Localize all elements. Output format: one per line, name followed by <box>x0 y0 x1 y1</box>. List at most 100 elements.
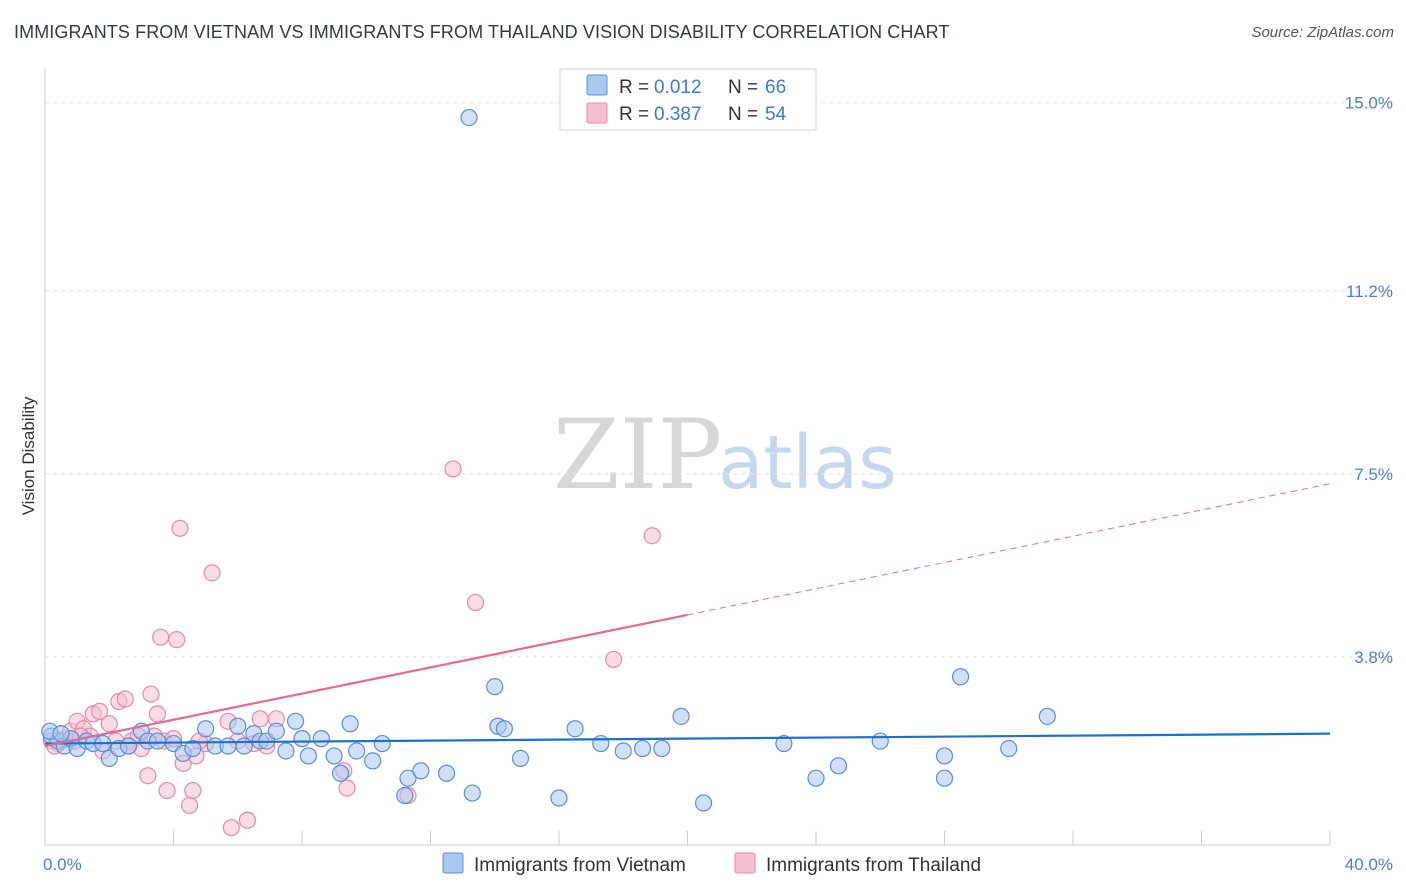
point-thailand <box>180 796 199 815</box>
point-thailand <box>444 460 462 478</box>
point-vietnam <box>495 720 513 738</box>
trend-lines <box>44 483 1331 748</box>
y-tick-label: 7.5% <box>1354 465 1393 484</box>
legend-swatch-thailand <box>586 102 608 124</box>
point-vietnam <box>566 720 584 738</box>
point-vietnam <box>219 737 237 755</box>
point-vietnam <box>614 742 632 760</box>
point-vietnam <box>197 720 215 738</box>
y-axis-label: Vision Disability <box>19 396 38 515</box>
point-vietnam <box>396 786 414 805</box>
trend-line-thailand-solid <box>44 613 688 748</box>
point-vietnam <box>633 739 652 758</box>
legend-n-label-vietnam: N = <box>728 77 758 98</box>
source-label: Source: ZipAtlas.com <box>1251 24 1394 41</box>
point-vietnam <box>184 739 202 758</box>
point-thailand <box>238 811 256 829</box>
point-vietnam <box>807 769 825 787</box>
bottom-legend-swatch-vietnam <box>442 852 464 874</box>
point-vietnam <box>653 739 671 758</box>
point-thailand <box>184 781 202 800</box>
point-thailand <box>91 702 109 720</box>
point-thailand <box>203 564 221 582</box>
point-vietnam <box>694 794 713 812</box>
legend-r-label-thailand: R = <box>619 104 649 125</box>
point-thailand <box>222 819 240 837</box>
y-tick-label: 15.0% <box>1345 94 1393 113</box>
point-thailand <box>142 685 160 703</box>
point-vietnam <box>229 717 247 735</box>
point-thailand <box>605 650 623 669</box>
point-vietnam <box>486 678 504 696</box>
point-thailand <box>643 527 661 545</box>
top-legend: R = 0.012 N = 66 R = 0.387 N = 54 <box>559 68 817 131</box>
point-vietnam <box>364 752 382 770</box>
point-vietnam <box>951 668 970 686</box>
point-vietnam <box>511 749 530 768</box>
point-thailand <box>466 593 485 612</box>
point-vietnam <box>550 789 568 807</box>
legend-r-value-vietnam: 0.012 <box>654 77 702 98</box>
point-vietnam <box>331 764 350 782</box>
point-vietnam <box>463 784 481 802</box>
point-thailand <box>100 715 118 733</box>
point-vietnam <box>267 722 285 740</box>
bottom-legend-swatch-thailand <box>734 852 756 874</box>
point-thailand <box>168 631 186 649</box>
point-vietnam <box>672 707 690 725</box>
bottom-legend-label-vietnam: Immigrants from Vietnam <box>474 855 686 876</box>
point-vietnam <box>1038 707 1056 725</box>
y-tick-label: 3.8% <box>1354 648 1393 667</box>
point-thailand <box>116 690 134 708</box>
point-thailand <box>251 710 269 728</box>
data-points <box>41 108 1056 837</box>
point-thailand <box>158 781 176 800</box>
point-vietnam <box>437 764 456 782</box>
x-tick-label-min: 0.0% <box>43 855 82 874</box>
point-vietnam <box>277 742 295 760</box>
point-vietnam <box>52 725 70 743</box>
bottom-legend: Immigrants from Vietnam Immigrants from … <box>442 852 981 876</box>
watermark-zip: ZIP <box>553 399 722 511</box>
point-vietnam <box>775 734 793 753</box>
point-vietnam <box>119 737 138 755</box>
watermark-atlas: atlas <box>718 420 897 506</box>
point-vietnam <box>325 747 343 765</box>
x-tick-label-max: 40.0% <box>1345 855 1393 874</box>
point-vietnam <box>871 732 889 750</box>
point-vietnam <box>312 730 330 748</box>
point-thailand <box>139 767 157 785</box>
trend-line-vietnam <box>44 732 1331 745</box>
axes: 3.8% 7.5% 11.2% 15.0% 0.0% 40.0% <box>43 68 1393 874</box>
point-thailand <box>171 519 189 537</box>
point-vietnam <box>373 734 391 753</box>
legend-r-label-vietnam: R = <box>619 77 649 98</box>
point-vietnam <box>286 712 305 730</box>
point-vietnam <box>299 747 318 765</box>
bottom-legend-label-thailand: Immigrants from Thailand <box>766 855 981 876</box>
y-tick-label: 11.2% <box>1346 282 1393 301</box>
point-vietnam <box>460 108 478 127</box>
point-vietnam <box>293 730 311 748</box>
legend-swatch-vietnam <box>586 74 608 96</box>
point-vietnam <box>935 747 954 765</box>
point-thailand <box>338 779 356 797</box>
point-vietnam <box>935 769 954 787</box>
legend-n-label-thailand: N = <box>728 104 758 125</box>
point-vietnam <box>341 715 359 733</box>
point-vietnam <box>1000 739 1018 758</box>
grid-lines <box>45 102 1392 658</box>
point-vietnam <box>148 732 167 750</box>
legend-n-value-thailand: 54 <box>765 104 787 125</box>
point-vietnam <box>592 734 610 753</box>
point-vietnam <box>348 742 366 760</box>
point-thailand <box>148 705 167 723</box>
point-vietnam <box>829 757 848 775</box>
legend-n-value-vietnam: 66 <box>765 77 786 98</box>
legend-r-value-thailand: 0.387 <box>654 104 702 125</box>
point-thailand <box>152 628 170 646</box>
chart-title: IMMIGRANTS FROM VIETNAM VS IMMIGRANTS FR… <box>14 22 950 42</box>
point-vietnam <box>399 769 417 787</box>
point-vietnam <box>412 762 430 780</box>
